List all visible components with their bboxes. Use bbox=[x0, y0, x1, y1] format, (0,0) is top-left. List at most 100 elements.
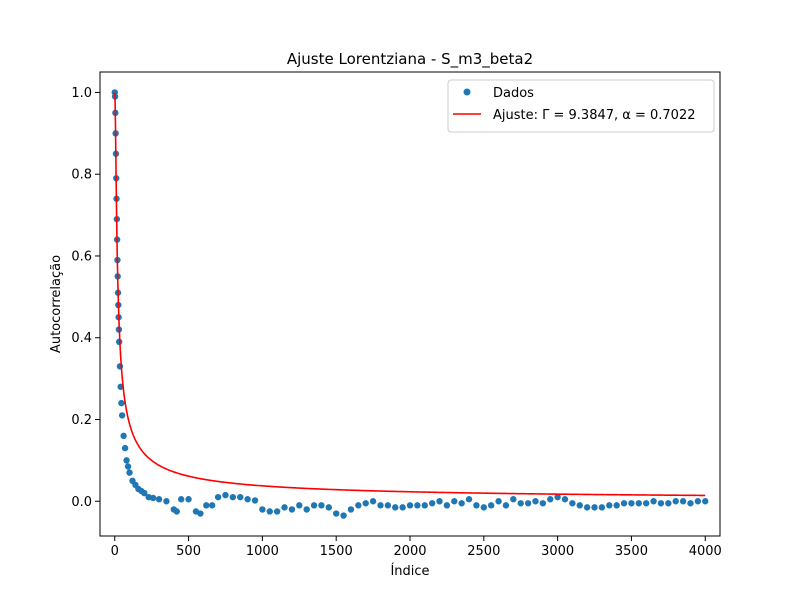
data-point bbox=[266, 508, 273, 515]
data-point bbox=[672, 498, 679, 505]
axes-frame bbox=[99, 71, 721, 537]
data-point bbox=[197, 510, 204, 517]
x-tick-label: 0 bbox=[111, 544, 119, 559]
data-point bbox=[384, 502, 392, 509]
data-point bbox=[222, 491, 229, 499]
data-point bbox=[583, 504, 591, 511]
chart-title: Ajuste Lorentziana - S_m3_beta2 bbox=[287, 50, 533, 69]
data-point bbox=[606, 502, 613, 509]
legend-box bbox=[447, 79, 715, 133]
data-point bbox=[377, 502, 384, 509]
data-point bbox=[177, 496, 185, 503]
data-point bbox=[399, 504, 406, 511]
x-tick-label: 4000 bbox=[689, 544, 722, 559]
data-point bbox=[687, 500, 694, 507]
data-point bbox=[296, 502, 303, 509]
data-point bbox=[214, 493, 222, 501]
y-axis: 0.0 0.2 0.4 0.6 0.8 1.0 bbox=[71, 86, 100, 510]
data-point bbox=[126, 469, 133, 476]
data-point bbox=[355, 502, 362, 509]
data-point bbox=[465, 496, 473, 503]
data-point bbox=[524, 500, 532, 507]
data-point bbox=[251, 497, 259, 504]
data-point bbox=[118, 412, 126, 419]
data-point bbox=[229, 493, 237, 501]
data-point bbox=[406, 502, 414, 509]
data-point bbox=[273, 508, 281, 515]
data-point bbox=[124, 463, 132, 470]
data-point bbox=[259, 506, 266, 513]
data-point bbox=[428, 500, 436, 507]
data-point bbox=[547, 496, 554, 503]
data-point bbox=[613, 502, 620, 509]
data-point bbox=[121, 444, 129, 452]
data-point bbox=[650, 498, 657, 505]
data-point bbox=[118, 399, 125, 407]
y-tick-label: 0.0 bbox=[71, 495, 92, 510]
data-point bbox=[598, 504, 606, 511]
x-tick-label: 2000 bbox=[393, 544, 426, 559]
x-tick-label: 3500 bbox=[615, 544, 648, 559]
data-point bbox=[369, 498, 377, 505]
data-point bbox=[510, 496, 517, 503]
data-point bbox=[244, 496, 251, 503]
data-point bbox=[576, 502, 583, 509]
data-point bbox=[288, 506, 296, 513]
y-tick-label: 0.6 bbox=[71, 249, 92, 264]
fit-curve bbox=[113, 92, 706, 497]
data-point bbox=[310, 502, 318, 509]
data-point bbox=[628, 500, 635, 507]
data-point bbox=[657, 500, 665, 507]
data-point bbox=[480, 504, 488, 511]
data-point bbox=[495, 498, 502, 505]
data-point bbox=[702, 498, 709, 505]
x-tick-label: 1000 bbox=[246, 544, 279, 559]
data-point bbox=[332, 510, 340, 517]
data-point bbox=[123, 457, 130, 464]
data-point bbox=[679, 498, 687, 505]
data-point bbox=[303, 506, 310, 513]
data-point bbox=[155, 496, 163, 503]
fit-curve-group bbox=[113, 92, 706, 497]
data-point bbox=[473, 502, 480, 509]
data-point bbox=[443, 502, 451, 509]
data-point bbox=[318, 502, 325, 509]
data-point bbox=[347, 506, 355, 513]
x-tick-label: 1500 bbox=[320, 544, 353, 559]
data-point bbox=[635, 500, 643, 507]
data-point bbox=[620, 500, 628, 507]
data-point bbox=[237, 493, 244, 501]
data-point bbox=[163, 498, 170, 505]
data-point bbox=[208, 502, 216, 509]
data-point bbox=[414, 502, 421, 509]
data-point bbox=[436, 498, 443, 505]
data-point bbox=[185, 496, 192, 503]
data-point bbox=[340, 512, 347, 519]
x-axis: 0 500 1000 1500 2000 2500 3000 3500 4000 bbox=[111, 536, 722, 559]
data-point bbox=[554, 493, 561, 501]
data-point bbox=[569, 500, 576, 507]
data-point bbox=[642, 500, 650, 507]
data-point bbox=[532, 498, 539, 505]
y-tick-label: 0.2 bbox=[71, 413, 92, 428]
legend-marker-dados bbox=[463, 88, 471, 96]
data-point bbox=[487, 502, 495, 509]
y-axis-label: Autocorrelação bbox=[49, 255, 64, 353]
legend-label-ajuste: Ajuste: Γ = 9.3847, α = 0.7022 bbox=[493, 108, 696, 123]
x-tick-label: 2500 bbox=[467, 544, 500, 559]
data-point bbox=[392, 504, 399, 511]
data-point bbox=[517, 500, 524, 507]
legend-label-dados: Dados bbox=[493, 86, 534, 101]
data-point bbox=[502, 502, 510, 509]
data-point bbox=[561, 496, 569, 503]
data-point bbox=[362, 500, 369, 507]
y-tick-label: 0.8 bbox=[71, 168, 92, 183]
data-point bbox=[281, 504, 288, 511]
x-tick-label: 3000 bbox=[541, 544, 574, 559]
data-point bbox=[173, 508, 180, 515]
data-point bbox=[591, 504, 598, 511]
data-point bbox=[203, 502, 210, 509]
legend: Dados Ajuste: Γ = 9.3847, α = 0.7022 bbox=[447, 79, 715, 133]
data-point bbox=[665, 500, 672, 507]
